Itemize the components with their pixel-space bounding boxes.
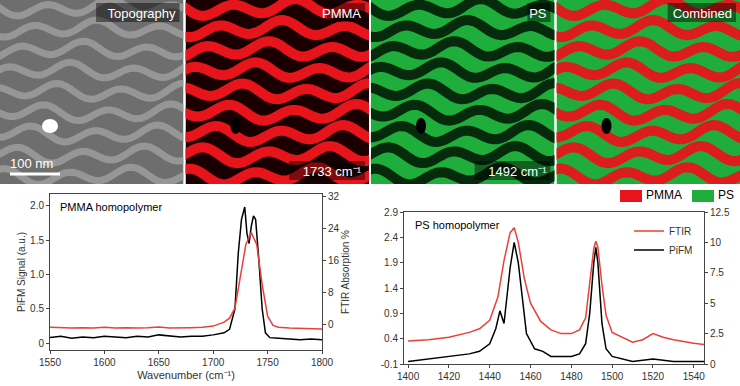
svg-text:PS: PS [529, 6, 547, 21]
svg-text:1400: 1400 [397, 371, 420, 382]
svg-text:0: 0 [710, 359, 716, 370]
svg-text:32: 32 [328, 191, 340, 202]
svg-text:1.5: 1.5 [30, 235, 44, 246]
html-text:PMMA: PMMA [646, 188, 682, 202]
svg-text:8: 8 [328, 287, 334, 298]
svg-text:1.4: 1.4 [384, 283, 398, 294]
svg-text:2.4: 2.4 [384, 232, 398, 243]
svg-text:0.5: 0.5 [30, 303, 44, 314]
svg-text:0: 0 [328, 319, 334, 330]
svg-text:1492 cm⁻¹: 1492 cm⁻¹ [488, 164, 547, 179]
svg-text:-0.1: -0.1 [381, 359, 399, 370]
svg-text:PiFM Signal (a.u.): PiFM Signal (a.u.) [16, 232, 27, 312]
svg-text:2.0: 2.0 [30, 200, 44, 211]
svg-text:Combined: Combined [673, 6, 732, 21]
svg-text:PMMA: PMMA [322, 6, 361, 21]
html-text:PS: PS [718, 188, 734, 202]
svg-text:0.9: 0.9 [384, 308, 398, 319]
svg-text:0.4: 0.4 [384, 333, 398, 344]
svg-text:0: 0 [38, 338, 44, 349]
svg-text:1750: 1750 [256, 357, 279, 368]
svg-text:1733 cm⁻¹: 1733 cm⁻¹ [303, 164, 362, 179]
svg-text:1550: 1550 [39, 357, 62, 368]
svg-text:100 nm: 100 nm [10, 156, 53, 171]
svg-text:5: 5 [710, 298, 716, 309]
svg-text:1520: 1520 [642, 371, 665, 382]
svg-text:PMMA homopolymer: PMMA homopolymer [60, 201, 162, 213]
svg-text:16: 16 [328, 255, 340, 266]
svg-text:1600: 1600 [93, 357, 116, 368]
svg-text:1650: 1650 [148, 357, 171, 368]
svg-text:10: 10 [710, 237, 722, 248]
svg-text:PS homopolymer: PS homopolymer [415, 219, 500, 231]
svg-text:7.5: 7.5 [710, 267, 724, 278]
svg-text:Topography: Topography [108, 6, 176, 21]
svg-text:1700: 1700 [202, 357, 225, 368]
svg-text:2.5: 2.5 [710, 328, 724, 339]
svg-text:PiFM: PiFM [669, 245, 692, 256]
svg-text:1500: 1500 [601, 371, 624, 382]
svg-text:24: 24 [328, 223, 340, 234]
svg-text:12.5: 12.5 [710, 207, 730, 218]
svg-text:1540: 1540 [683, 371, 706, 382]
svg-text:1460: 1460 [519, 371, 542, 382]
svg-text:FTIR Absorption %: FTIR Absorption % [340, 230, 351, 314]
svg-text:2.9: 2.9 [384, 207, 398, 218]
svg-text:1800: 1800 [311, 357, 334, 368]
svg-text:FTIR: FTIR [669, 226, 691, 237]
svg-text:1.9: 1.9 [384, 257, 398, 268]
svg-text:Wavenumber (cm⁻¹): Wavenumber (cm⁻¹) [137, 369, 235, 381]
svg-text:1.0: 1.0 [30, 269, 44, 280]
svg-text:1440: 1440 [479, 371, 502, 382]
svg-text:1480: 1480 [560, 371, 583, 382]
svg-text:1420: 1420 [438, 371, 461, 382]
